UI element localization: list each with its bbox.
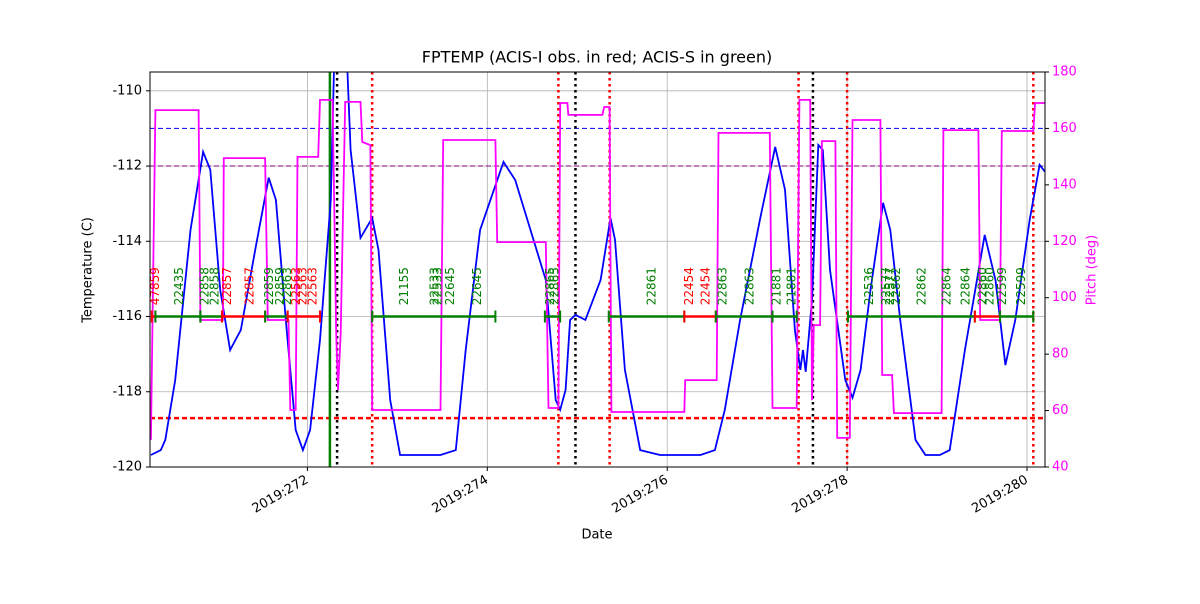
pitch-line (150, 99, 1045, 440)
y2-tick-label: 100 (1052, 290, 1077, 305)
obsid-label: 22599 (1014, 267, 1028, 305)
obsid-label: 22859 (273, 267, 287, 305)
x-tick-label: 2019:272 (250, 473, 311, 517)
obsid-label: 22863 (280, 267, 294, 305)
temperature-line (150, 72, 1045, 456)
y2-tick-label: 80 (1052, 347, 1069, 362)
obsid-label: 22533 (430, 267, 444, 305)
obsid-label: 22860 (975, 267, 989, 305)
obsid-label: 22862 (914, 267, 928, 305)
obsid-label: 22599 (995, 267, 1009, 305)
obsid-label: 22857 (242, 267, 256, 305)
chart-title: FPTEMP (ACIS-I obs. in red; ACIS-S in gr… (422, 48, 772, 67)
y2-tick-label: 40 (1052, 460, 1069, 475)
obsid-label: 22454 (698, 267, 712, 305)
obsid-label: 21881 (785, 267, 799, 305)
obsid-label: 22536 (862, 267, 876, 305)
obsid-label: 22577 (879, 267, 893, 305)
obsid-label: 22533 (428, 267, 442, 305)
y2-tick-label: 120 (1052, 234, 1077, 249)
obsid-label: 22577 (883, 267, 897, 305)
obsid-label: 22861 (644, 267, 658, 305)
obsid-label: 22858 (207, 267, 221, 305)
obsid-label: 22645 (443, 267, 457, 305)
obsid-label: 22864 (958, 267, 972, 305)
obsid-label: 22858 (197, 267, 211, 305)
y-tick-label: -110 (112, 83, 142, 98)
obsid-label: 22563 (295, 267, 309, 305)
obsid-label: 22857 (220, 267, 234, 305)
y-tick-label: -120 (112, 460, 142, 475)
y2-axis-label: Pitch (deg) (1085, 235, 1100, 305)
obsid-label: 47859 (148, 267, 162, 305)
plot-frame (149, 71, 1046, 468)
y2-tick-label: 160 (1052, 121, 1077, 136)
y-tick-label: -118 (112, 384, 142, 399)
obsid-label: 22865 (543, 267, 557, 305)
obsid-label: 22860 (983, 267, 997, 305)
y-tick-label: -116 (112, 309, 142, 324)
x-tick-label: 2019:278 (789, 473, 850, 517)
y2-tick-label: 140 (1052, 177, 1077, 192)
obsid-label: 22863 (742, 267, 756, 305)
y-axis-label: Temperature (C) (81, 217, 96, 324)
obsid-label: 22865 (547, 267, 561, 305)
obsid-label: 21155 (397, 267, 411, 305)
y-tick-label: -114 (112, 234, 142, 249)
x-axis-label: Date (581, 528, 612, 543)
obsid-label: 22563 (289, 267, 303, 305)
y2-tick-label: 180 (1052, 65, 1077, 80)
obsid-label: 22864 (939, 267, 953, 305)
x-tick-label: 2019:280 (969, 473, 1030, 517)
obsid-label: 22563 (305, 267, 319, 305)
obsid-label: 21881 (769, 267, 783, 305)
axes: -120 -118 -116 -114 -112 -110 40 60 80 100 120 140 1… (112, 65, 1076, 517)
y-tick-label: -112 (112, 159, 142, 174)
obsid-label: 22645 (470, 267, 484, 305)
y2-tick-label: 60 (1052, 403, 1069, 418)
obsid-label: 22859 (262, 267, 276, 305)
x-tick-label: 2019:276 (610, 473, 671, 517)
obsid-label: 22863 (715, 267, 729, 305)
obsid-label: 22454 (682, 267, 696, 305)
obsid-label: 22862 (889, 267, 903, 305)
obsid-label: 22435 (172, 267, 186, 305)
x-tick-label: 2019:274 (430, 473, 491, 517)
